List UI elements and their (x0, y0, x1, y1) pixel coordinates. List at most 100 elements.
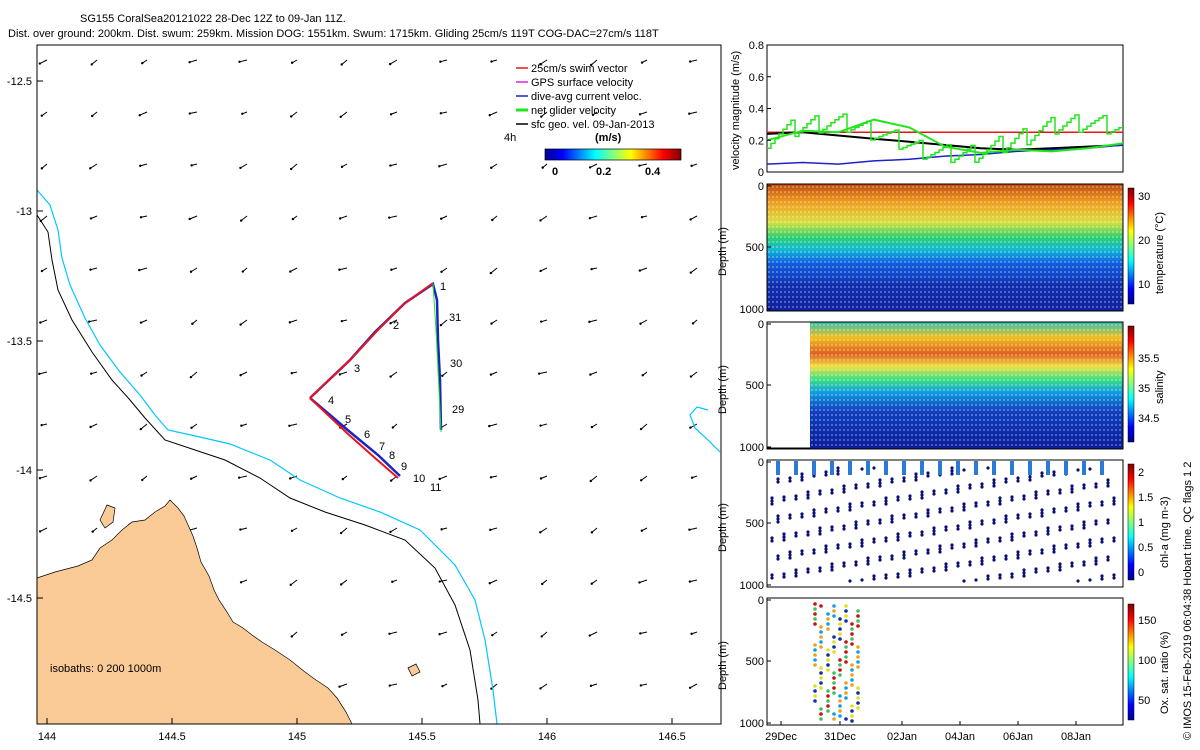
chla-sample (1016, 479, 1020, 483)
velocity-tick: 0 (758, 167, 764, 179)
chla-sample (1040, 514, 1044, 518)
velocity-series-line (766, 144, 1124, 165)
colorbar-tick: 100 (1138, 655, 1156, 667)
velocity-vector-head (89, 372, 93, 375)
chla-sample (890, 517, 894, 521)
chla-sample (878, 518, 882, 522)
chla-sample (782, 538, 786, 542)
velocity-vector-head (38, 62, 42, 65)
oxygen-sample (813, 689, 817, 693)
velocity-vector-head (339, 531, 343, 535)
velocity-vector-head (589, 373, 592, 376)
chla-sample (866, 485, 870, 489)
chla-sample (1004, 557, 1008, 561)
oxygen-sample (819, 671, 823, 675)
oxygen-sample (832, 712, 836, 716)
chla-sample (878, 521, 882, 525)
velocity-vector-head (89, 268, 92, 271)
chla-sample (794, 574, 798, 578)
chla-sample (1112, 573, 1116, 577)
velocity-vector-head (290, 635, 293, 638)
velocity-vector (39, 59, 48, 64)
chla-sample (1046, 492, 1050, 496)
chla-sample (962, 545, 966, 549)
velocity-vector-head (490, 322, 493, 325)
chla-sample (836, 543, 840, 547)
velocity-vector (290, 579, 298, 586)
chla-sample (878, 484, 882, 488)
velocity-series-line (766, 118, 1124, 154)
oxygen-sample (856, 686, 860, 690)
velocity-vector (640, 423, 648, 430)
chla-sample (848, 505, 852, 509)
velocity-vector-head (590, 531, 594, 534)
oxygen-sample (826, 694, 830, 698)
velocity-vector (439, 579, 448, 583)
oxygen-sample (844, 660, 848, 664)
chla-sample (830, 565, 834, 569)
chla-sample (1040, 551, 1044, 555)
velocity-vector-head (540, 115, 543, 118)
chla-sample (992, 478, 996, 482)
colorbar-tick: 150 (1138, 615, 1156, 627)
velocity-vector-head (490, 166, 493, 170)
velocity-vector-head (639, 684, 643, 687)
chla-sample (1076, 545, 1080, 549)
chla-sample (824, 473, 828, 477)
salinity-cbar-label: salinity (1154, 370, 1166, 404)
chla-sample (986, 577, 990, 581)
chla-sample (962, 505, 966, 509)
chla-sample (794, 494, 798, 498)
chla-sample (836, 469, 840, 473)
oxygen-sample (826, 689, 830, 693)
chla-sample (992, 481, 996, 485)
velocity-vector (440, 319, 448, 326)
velocity-vector (589, 319, 598, 323)
chla-sample (842, 490, 846, 494)
chla-sample (980, 556, 984, 560)
velocity-vector-head (388, 632, 391, 636)
depth-tick: 1000 (740, 304, 764, 316)
velocity-vector-head (438, 165, 441, 168)
chla-sample (956, 490, 960, 494)
chla-sample (998, 499, 1002, 503)
velocity-vector (539, 371, 548, 375)
chla-sample (1004, 477, 1008, 481)
chla-sample (1082, 523, 1086, 527)
oxygen-sample (826, 653, 830, 657)
velocity-vector-head (590, 425, 594, 429)
chla-sample (1046, 566, 1050, 570)
velocity-vector-head (390, 268, 393, 271)
chla-sample (818, 569, 822, 573)
chla-sample (866, 559, 870, 563)
chla-sample (1070, 564, 1074, 568)
velocity-vector (240, 163, 248, 169)
chla-sample (1088, 467, 1092, 471)
oxygen-sample (813, 602, 817, 606)
chla-sample (860, 501, 864, 505)
velocity-vector-head (241, 112, 244, 115)
velocity-vector (639, 163, 648, 167)
velocity-vector-head (539, 424, 542, 427)
velocity-vector-head (138, 114, 141, 117)
velocity-vector-head (288, 321, 292, 324)
chla-sample (908, 497, 912, 501)
chla-surface-sample (1064, 461, 1068, 475)
chla-sample (1022, 497, 1026, 501)
chla-sample (986, 540, 990, 544)
chla-sample (854, 486, 858, 490)
chla-sample (1094, 522, 1098, 526)
chla-sample (788, 556, 792, 560)
oxygen-sample (838, 617, 842, 621)
chla-sample (908, 571, 912, 575)
chla-sample (944, 565, 948, 569)
velocity-vector (290, 475, 298, 479)
chla-sample (1022, 574, 1026, 578)
velocity-vector (540, 215, 548, 221)
chla-sample (872, 466, 876, 470)
velocity-vector-head (340, 63, 343, 66)
chla-sample (1100, 540, 1104, 544)
chla-sample (1070, 487, 1074, 491)
date-tick: 02Jan (887, 731, 917, 743)
velocity-vector (289, 319, 298, 323)
